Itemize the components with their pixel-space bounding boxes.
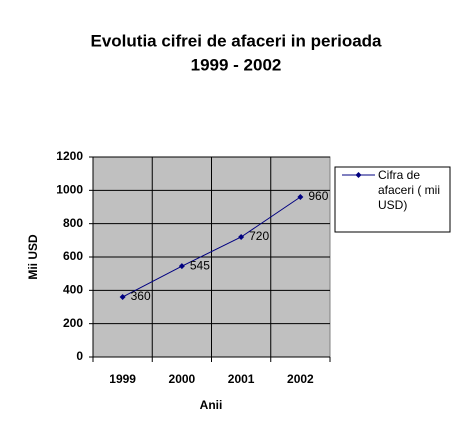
- legend-label: Cifra de afaceri ( mii USD): [378, 168, 441, 212]
- x-axis-label: Anii: [200, 398, 223, 412]
- series-line: [122, 196, 301, 298]
- data-point: [238, 234, 245, 240]
- y-tick-label: 1200: [56, 149, 83, 163]
- data-label: 360: [131, 289, 151, 303]
- legend-entry: Cifra de afaceri ( mii USD): [378, 168, 441, 212]
- chart-title: Evolutia cifrei de afaceri in perioada: [91, 31, 383, 50]
- data-label: 960: [308, 189, 328, 203]
- data-label: 545: [190, 258, 210, 272]
- x-tick-label: 2000: [169, 372, 196, 386]
- data-point: [119, 294, 126, 300]
- y-tick-label: 200: [63, 316, 83, 330]
- y-axis-label: Mii USD: [26, 234, 40, 280]
- x-tick-label: 1999: [109, 372, 136, 386]
- data-point: [178, 263, 185, 270]
- y-tick-label: 600: [63, 249, 83, 263]
- data-label: 720: [249, 229, 269, 243]
- legend-marker: [355, 172, 362, 178]
- x-tick-label: 2002: [287, 372, 314, 386]
- y-tick-label: 400: [63, 283, 83, 297]
- y-tick-label: 1000: [56, 183, 83, 197]
- data-point: [297, 194, 304, 200]
- x-tick-label: 2001: [228, 372, 255, 386]
- legend-box: [334, 166, 451, 233]
- chart-title: 1999 - 2002: [191, 55, 282, 74]
- y-tick-label: 0: [76, 349, 83, 363]
- y-tick-label: 800: [63, 216, 83, 230]
